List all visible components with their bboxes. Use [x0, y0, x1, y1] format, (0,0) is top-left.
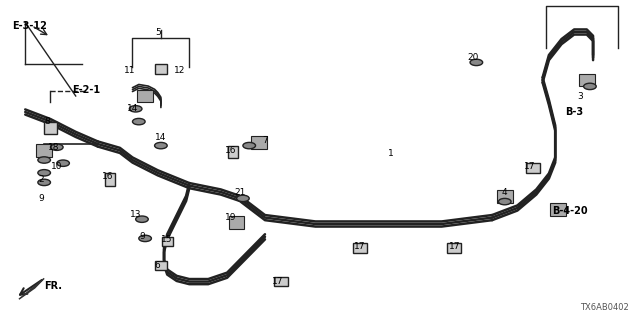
Text: 13: 13: [130, 210, 141, 219]
Bar: [228, 146, 239, 158]
Bar: [251, 136, 267, 149]
Bar: [44, 123, 58, 134]
Text: 1: 1: [388, 149, 394, 158]
Text: 3: 3: [577, 92, 583, 100]
Text: 9: 9: [139, 232, 145, 241]
Text: 18: 18: [48, 143, 60, 152]
Text: E-2-1: E-2-1: [72, 84, 100, 95]
Bar: [274, 277, 288, 286]
Text: 16: 16: [225, 146, 236, 155]
Bar: [579, 74, 595, 86]
Text: 8: 8: [44, 117, 50, 126]
Text: B-3: B-3: [564, 107, 583, 117]
Text: 17: 17: [272, 277, 284, 286]
Text: 9: 9: [38, 194, 44, 203]
Bar: [497, 190, 513, 203]
Bar: [137, 90, 153, 102]
Text: 15: 15: [161, 236, 173, 244]
Text: 10: 10: [51, 162, 63, 171]
Circle shape: [139, 235, 152, 242]
Circle shape: [155, 142, 167, 149]
Text: 6: 6: [155, 261, 161, 270]
Circle shape: [237, 195, 249, 202]
Text: 19: 19: [225, 213, 236, 222]
Bar: [156, 64, 166, 74]
Polygon shape: [19, 278, 44, 299]
Circle shape: [38, 179, 51, 186]
Text: E-3-12: E-3-12: [13, 20, 47, 31]
Text: FR.: FR.: [44, 281, 62, 292]
Bar: [526, 163, 540, 173]
Circle shape: [38, 170, 51, 176]
Bar: [550, 203, 566, 216]
Bar: [228, 216, 244, 229]
Circle shape: [129, 106, 142, 112]
Bar: [161, 237, 173, 246]
Text: 2: 2: [38, 175, 44, 184]
Bar: [353, 243, 367, 253]
Bar: [447, 243, 461, 253]
Text: 5: 5: [155, 28, 161, 36]
Text: 14: 14: [127, 104, 138, 113]
Text: TX6AB0402: TX6AB0402: [580, 303, 629, 312]
Circle shape: [132, 118, 145, 125]
Bar: [36, 144, 52, 157]
Text: 20: 20: [467, 53, 479, 62]
Text: 16: 16: [102, 172, 113, 180]
Text: 21: 21: [234, 188, 246, 196]
Text: 17: 17: [354, 242, 365, 251]
Circle shape: [584, 83, 596, 90]
Text: 14: 14: [155, 133, 166, 142]
Circle shape: [136, 216, 148, 222]
Text: B-4-20: B-4-20: [552, 206, 588, 216]
Text: 17: 17: [524, 162, 536, 171]
Bar: [156, 261, 166, 270]
Text: 17: 17: [449, 242, 460, 251]
Circle shape: [38, 157, 51, 163]
Circle shape: [243, 142, 255, 149]
Text: 11: 11: [124, 66, 135, 75]
Text: 12: 12: [174, 66, 186, 75]
Text: 7: 7: [262, 136, 268, 145]
Text: 4: 4: [502, 188, 508, 196]
Circle shape: [57, 160, 69, 166]
Circle shape: [51, 144, 63, 150]
Circle shape: [499, 198, 511, 205]
Circle shape: [470, 59, 483, 66]
Bar: [106, 173, 115, 186]
